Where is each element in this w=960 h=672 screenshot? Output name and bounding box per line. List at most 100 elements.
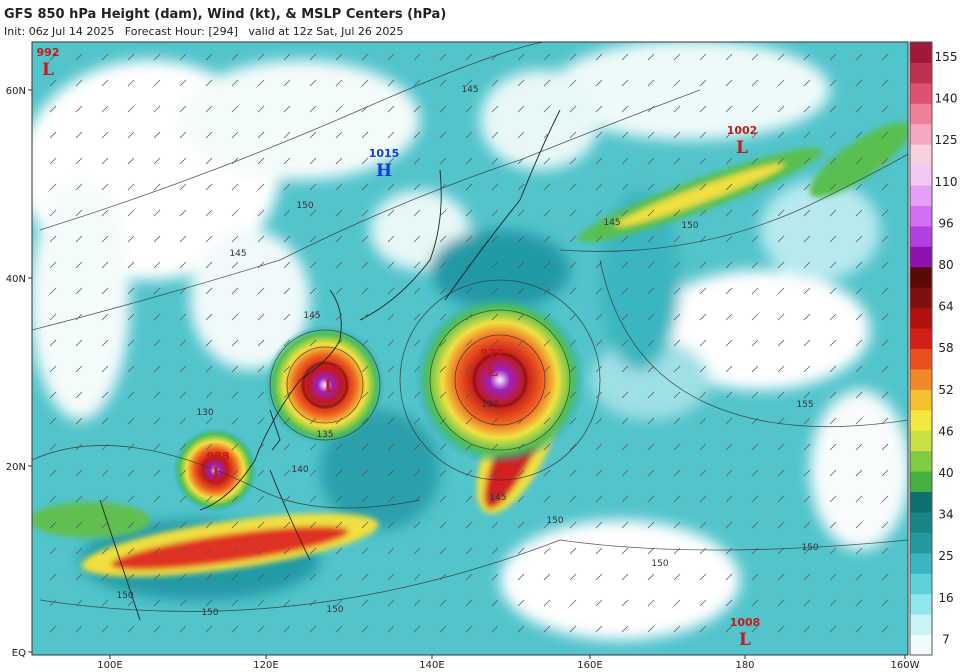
colorbar-segment [910,144,932,166]
wind-barb [283,339,291,347]
wind-barb [751,79,759,87]
wind-barb [543,469,551,477]
wind-barb [543,235,551,243]
wind-barb [283,391,291,399]
wind-barb [257,157,265,165]
wind-barb [153,235,161,243]
wind-barb [335,209,343,217]
wind-barb [101,469,109,477]
wind-barb [647,521,655,529]
wind-barb [75,235,83,243]
map-frame [31,41,909,656]
wind-barb [595,625,603,633]
colorbar-label: 16 [938,591,953,605]
wind-barb [257,495,265,503]
wind-barb [595,599,603,607]
wind-barb [387,157,395,165]
wind-barb [803,417,811,425]
wind-barb [257,365,265,373]
wind-barb [153,443,161,451]
wind-barb [491,573,499,581]
wind-barb [699,495,707,503]
wind-barb [673,287,681,295]
wind-barb [101,391,109,399]
contour-label: 150 [651,559,668,569]
wind-barb [829,469,837,477]
wind-barb [309,157,317,165]
wind-barb [257,209,265,217]
wind-barb [75,79,83,87]
wind-barb [465,339,473,347]
wind-barb [699,261,707,269]
wind-barb [881,209,889,217]
wind-barb [179,183,187,191]
wind-barb [387,105,395,113]
wind-barb [309,235,317,243]
wind-barb [465,495,473,503]
wind-barb [361,287,369,295]
wind-barb [803,599,811,607]
wind-barb [855,443,863,451]
wind-barb [75,183,83,191]
wind-barb [725,521,733,529]
lat-label: 40N [6,274,26,285]
wind-barb [205,417,213,425]
cyclone-eye [301,361,349,409]
wind-barb [699,547,707,555]
wind-barb [283,417,291,425]
wind-barb [699,183,707,191]
wind-barb [361,443,369,451]
wind-barb [803,53,811,61]
coastline [99,499,141,621]
wind-barb [179,235,187,243]
wind-barb [439,625,447,633]
center-pressure: 1015 [369,147,400,160]
wind-barb [335,53,343,61]
wind-barb [387,391,395,399]
wind-barb [699,417,707,425]
wind-barb [283,365,291,373]
wind-barb [283,599,291,607]
wind-barb [309,547,317,555]
wind-barb [543,573,551,581]
wind-barb [569,157,577,165]
wind-barb [621,547,629,555]
wind-barb [127,287,135,295]
height-contour [454,334,546,426]
wind-barb [621,183,629,191]
wind-barb [361,469,369,477]
wind-barb [673,261,681,269]
wind-barb [855,235,863,243]
wind-barb [127,469,135,477]
center-symbol: H [376,161,392,181]
wind-barb [543,79,551,87]
wind-barb [283,495,291,503]
wind-barb [283,53,291,61]
wind-barb [725,625,733,633]
wind-barb [309,365,317,373]
lon-label: 120E [253,660,278,671]
wind-barb [179,261,187,269]
wind-barb [101,53,109,61]
center-pressure: 992 [37,46,60,59]
wind-barb [49,261,57,269]
wind-barb [205,391,213,399]
wind-barb [647,53,655,61]
colorbar-segment [910,389,932,411]
coastline [359,169,442,321]
wind-barb [491,235,499,243]
wind-barb [101,625,109,633]
contour-label: 145 [603,218,620,228]
wind-barb [777,469,785,477]
colorbar-label: 46 [938,424,953,438]
wind-barb [335,105,343,113]
wind-barb [335,313,343,321]
wind-barb [335,599,343,607]
wind-barb [101,131,109,139]
wind-barb [517,261,525,269]
wind-barb [829,183,837,191]
wind-barb [127,131,135,139]
wind-barb [335,469,343,477]
wind-barb [491,599,499,607]
wind-barb [439,417,447,425]
